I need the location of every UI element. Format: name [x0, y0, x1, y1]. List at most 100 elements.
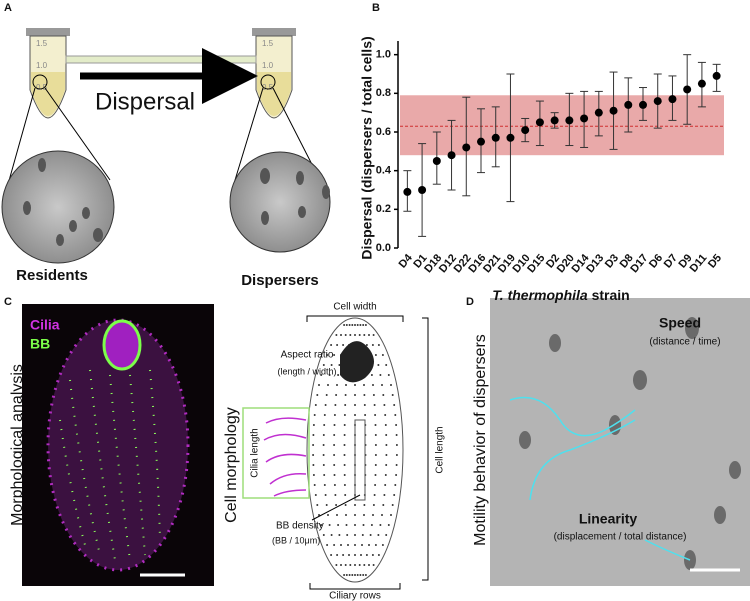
dot [550, 116, 559, 125]
annotation: Speed [659, 315, 701, 331]
bb-dot [354, 384, 356, 386]
arrow-label: Dispersal [95, 88, 195, 115]
bb-dot [381, 354, 384, 356]
track [509, 396, 691, 561]
bb-dot [391, 394, 394, 396]
bb-dot [343, 424, 346, 426]
bb-dot [333, 474, 336, 476]
micrograph [1, 150, 115, 264]
bb-dot [395, 454, 398, 456]
bb-dot [363, 404, 366, 406]
bb-dot [333, 414, 336, 416]
bb-dot [312, 464, 315, 466]
bb-dot [348, 574, 351, 576]
tube-mark: 0.5 [36, 83, 48, 92]
bb-dot [393, 494, 396, 496]
bb-dot [379, 524, 382, 526]
reference-band [400, 95, 724, 156]
y-tick-label: 0.0 [376, 242, 391, 254]
y-tick-label: 0.4 [376, 165, 392, 177]
panel-letter: B [372, 2, 380, 14]
bb-dot [343, 434, 346, 436]
annotation: Cell length [435, 426, 446, 473]
bb-dot [384, 424, 387, 426]
bb-dot [372, 514, 374, 516]
bb-dot [354, 534, 356, 536]
bb-dot [326, 354, 329, 356]
bb-dot [358, 334, 361, 336]
bb-dot [343, 414, 346, 416]
bb-dot [370, 524, 373, 526]
cell [46, 318, 190, 572]
bb-dot [364, 574, 367, 576]
bb-dot [340, 334, 342, 336]
bb-dot [320, 374, 323, 376]
bb-dot [374, 484, 377, 486]
bb-dot [360, 554, 362, 556]
bracket [309, 583, 401, 590]
bb-dot [334, 404, 337, 406]
dot [432, 157, 441, 165]
tube-right [252, 28, 296, 119]
bb-dot [373, 494, 376, 496]
bb-dot [335, 394, 338, 396]
bb-dot [354, 544, 356, 546]
bb-dot [354, 574, 356, 576]
bb-dot [365, 554, 368, 556]
bb-dot [326, 544, 329, 546]
bb-dot [312, 434, 315, 436]
bb-dot [361, 544, 363, 546]
bb-dot [374, 464, 377, 466]
dot [624, 100, 633, 109]
bb-dot [354, 414, 356, 416]
bb-dot [322, 464, 325, 466]
zoom-line [4, 87, 36, 196]
side-label: Motility behavior of dispersers [472, 334, 489, 546]
stain-label: Cilia [30, 317, 60, 333]
bb-dot [383, 494, 386, 496]
bb-dot [369, 534, 372, 536]
bb-dot [356, 574, 359, 576]
bb-dot [354, 564, 356, 566]
bb-dot [316, 504, 319, 506]
bb-dot [336, 514, 338, 516]
bb-dot [354, 504, 356, 506]
bb-dot [337, 374, 340, 376]
bracket [306, 315, 404, 322]
bb-dot [330, 534, 333, 536]
tube-left [26, 28, 70, 119]
bb-dot [383, 404, 386, 406]
bb-dot [390, 384, 392, 386]
bb-dot [343, 484, 346, 486]
bb-dot [391, 504, 394, 506]
bb-dot [379, 374, 382, 376]
pointer [311, 494, 361, 521]
bb-dot [381, 384, 383, 386]
bb-dot [333, 434, 336, 436]
diagram-title: Cell morphology [223, 407, 240, 523]
cilia-box [242, 407, 310, 499]
bb-dot [324, 404, 327, 406]
bb-dot [328, 374, 331, 376]
oral-apparatus [102, 319, 142, 371]
bb-dot [333, 424, 336, 426]
bb-dot [342, 344, 345, 346]
bb-dot [340, 564, 342, 566]
bb-dot [384, 484, 387, 486]
bb-dot [374, 544, 377, 546]
stain-label: BB [30, 336, 50, 352]
bb-dot [354, 394, 356, 396]
bb-dots [312, 324, 398, 576]
dot [639, 100, 647, 109]
y-tick-label: 1.0 [376, 49, 391, 61]
annotation: BB density [276, 521, 324, 532]
bb-dot [361, 534, 364, 536]
bb-dot [387, 374, 390, 376]
bb-dot [359, 574, 362, 576]
bb-dot [345, 324, 348, 326]
bb-dot [345, 514, 347, 516]
bb-dot [337, 524, 340, 526]
bb-dot [354, 524, 356, 526]
bb-dot [312, 474, 315, 476]
